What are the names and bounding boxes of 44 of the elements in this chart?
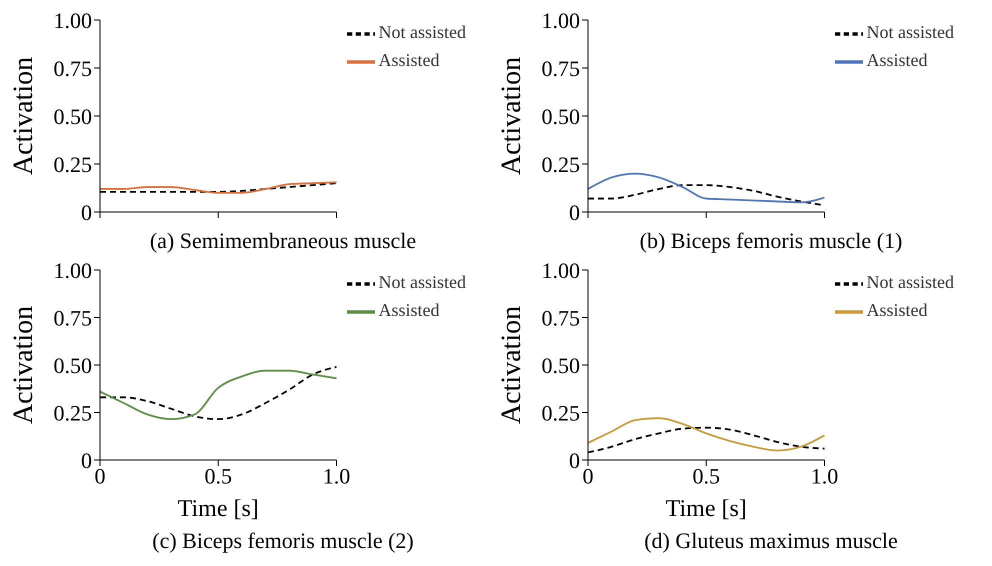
x-tick-label: 0.5 [692, 464, 720, 489]
y-tick-label: 0.25 [54, 400, 92, 426]
x-tick-label: 0.5 [204, 464, 232, 489]
line-series [588, 417, 824, 452]
x-tick-label: 1.0 [322, 464, 350, 489]
y-tick-label: 1.00 [54, 8, 92, 33]
y-axis-title: Activation [496, 56, 527, 176]
y-tick-label: 0.50 [54, 352, 92, 378]
y-tick-label: 0 [81, 448, 92, 473]
y-tick-label: 1.00 [54, 258, 92, 283]
legend-label: Not assisted [378, 272, 466, 292]
x-axis-title: Time [s] [178, 496, 259, 522]
text: (c) Biceps femoris muscle (2) [151, 528, 415, 554]
y-tick-label: 0.25 [542, 152, 580, 177]
legend-label: Assisted [378, 50, 440, 70]
legend-label: Assisted [378, 300, 440, 320]
y-tick-label: 0.25 [542, 400, 580, 426]
y-tick-label: 0.50 [54, 104, 92, 129]
y-tick-label: 0 [569, 200, 580, 225]
y-tick-label: 0.75 [54, 305, 92, 330]
y-tick-label: 0.75 [542, 305, 580, 330]
y-tick-label: 1.00 [542, 258, 580, 283]
y-axis-title: Activation [496, 306, 527, 424]
y-tick-label: 0 [569, 448, 580, 473]
text: (a) Semimembraneous muscle [148, 228, 418, 254]
legend-label: Not assisted [866, 22, 954, 42]
x-axis-title: Time [s] [666, 496, 747, 522]
text: (d) Gluteus maximus muscle [643, 528, 899, 554]
y-tick-label: 0.50 [542, 104, 580, 129]
y-tick-label: 0.25 [54, 152, 92, 177]
y-tick-label: 0 [81, 200, 92, 225]
y-axis-title: Activation [8, 306, 39, 424]
text: (b) Biceps femoris muscle (1) [638, 228, 904, 254]
x-tick-label: 1.0 [810, 464, 838, 489]
legend-label: Assisted [866, 50, 928, 70]
y-tick-label: 0.75 [542, 56, 580, 81]
line-series [588, 172, 824, 204]
legend-label: Not assisted [866, 272, 954, 292]
y-tick-label: 1.00 [542, 8, 580, 33]
legend-label: Not assisted [378, 22, 466, 42]
legend-label: Assisted [866, 300, 928, 320]
y-axis-title: Activation [8, 56, 39, 176]
y-tick-label: 0.75 [54, 56, 92, 81]
y-tick-label: 0.50 [542, 352, 580, 378]
